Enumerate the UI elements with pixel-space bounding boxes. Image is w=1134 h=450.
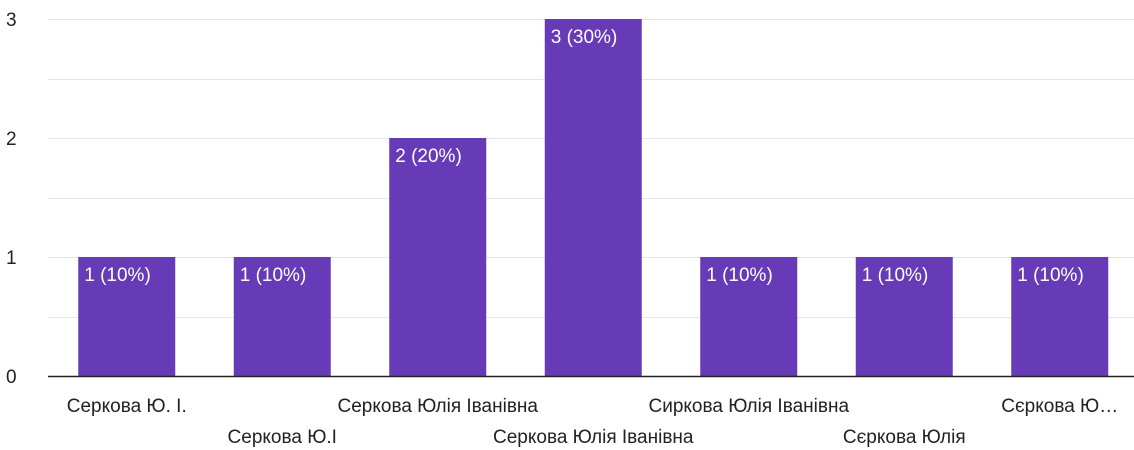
y-tick-label: 2 [6, 129, 17, 150]
x-category-label: Серкова Ю.І [228, 427, 337, 448]
bar [544, 19, 642, 376]
bar-data-label: 1 (10%) [862, 265, 929, 286]
y-tick-label: 1 [6, 248, 17, 269]
bars: 1 (10%) 1 (10%) 2 (20%) 3 (30%) 1 (10%) 1 (10… [78, 19, 1109, 376]
bar-data-label: 1 (10%) [84, 265, 151, 286]
bar [233, 257, 331, 376]
bar-data-label: 3 (30%) [551, 27, 618, 48]
y-axis-tick-labels: 0 1 2 3 [6, 10, 17, 388]
x-category-label: Сєркова Ю… [1001, 396, 1118, 417]
x-category-label: Серкова Юлія Іванівна [338, 396, 539, 417]
bar [389, 138, 487, 376]
bar [700, 257, 798, 376]
y-tick-label: 3 [6, 10, 17, 31]
x-category-label: Серкова Юлія Іванівна [493, 427, 694, 448]
bar [1011, 257, 1109, 376]
x-category-label: Сєркова Юлія [843, 427, 966, 448]
bar [855, 257, 953, 376]
bar [78, 257, 176, 376]
bar-data-label: 1 (10%) [706, 265, 773, 286]
y-tick-label: 0 [6, 367, 17, 388]
bar-data-label: 2 (20%) [395, 146, 462, 167]
bar-data-label: 1 (10%) [240, 265, 307, 286]
x-category-label: Сиркова Юлія Іванівна [648, 396, 849, 417]
bar-data-label: 1 (10%) [1017, 265, 1084, 286]
x-category-label: Серкова Ю. І. [67, 396, 187, 417]
